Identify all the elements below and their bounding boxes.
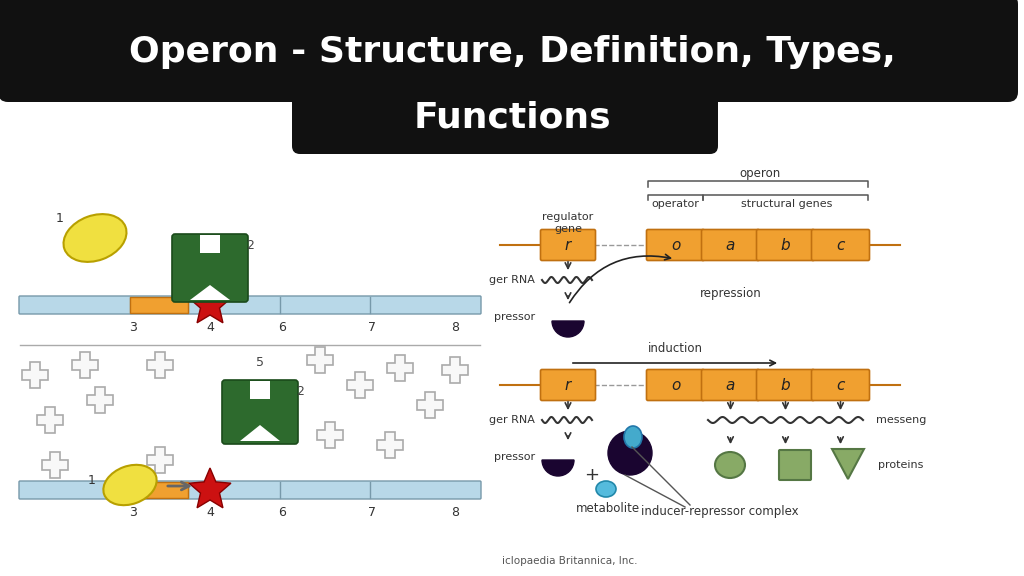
FancyBboxPatch shape [757, 229, 814, 260]
Text: a: a [726, 237, 735, 252]
FancyBboxPatch shape [811, 229, 869, 260]
FancyBboxPatch shape [646, 369, 705, 400]
Polygon shape [190, 285, 230, 300]
FancyBboxPatch shape [757, 369, 814, 400]
Text: Operon - Structure, Definition, Types,: Operon - Structure, Definition, Types, [129, 35, 895, 69]
Text: gene: gene [554, 224, 582, 234]
Polygon shape [42, 452, 68, 478]
Text: repression: repression [700, 286, 762, 300]
Text: o: o [671, 377, 680, 392]
Ellipse shape [624, 426, 642, 448]
FancyBboxPatch shape [172, 234, 248, 302]
Polygon shape [189, 283, 231, 323]
Text: 2: 2 [296, 385, 304, 398]
Text: c: c [837, 377, 845, 392]
Text: operon: operon [739, 166, 780, 180]
Text: 7: 7 [368, 506, 376, 519]
Wedge shape [552, 321, 584, 337]
Text: o: o [671, 237, 680, 252]
FancyBboxPatch shape [701, 229, 760, 260]
Text: r: r [565, 237, 571, 252]
Text: structural genes: structural genes [741, 199, 833, 209]
FancyBboxPatch shape [292, 70, 718, 154]
Text: c: c [837, 237, 845, 252]
Polygon shape [347, 372, 373, 398]
Circle shape [608, 431, 652, 475]
Text: 5: 5 [256, 356, 264, 369]
Text: pressor: pressor [494, 312, 535, 322]
Polygon shape [417, 392, 443, 418]
Text: 2: 2 [246, 239, 254, 252]
Text: pressor: pressor [494, 452, 535, 462]
FancyBboxPatch shape [0, 0, 1018, 102]
Text: ger RNA: ger RNA [489, 275, 535, 285]
Bar [130, 482, 188, 498]
Polygon shape [831, 449, 864, 479]
Ellipse shape [596, 481, 616, 497]
Text: b: b [780, 377, 791, 392]
Text: 6: 6 [279, 321, 286, 334]
Bar [200, 235, 220, 253]
Polygon shape [189, 468, 231, 508]
Polygon shape [377, 432, 403, 458]
Text: b: b [780, 237, 791, 252]
FancyBboxPatch shape [541, 369, 596, 400]
Text: iclopaedia Britannica, Inc.: iclopaedia Britannica, Inc. [502, 556, 638, 566]
Text: 7: 7 [368, 321, 376, 334]
Polygon shape [307, 347, 333, 373]
Text: ger RNA: ger RNA [489, 415, 535, 425]
Text: Functions: Functions [414, 101, 610, 135]
Text: r: r [565, 377, 571, 392]
Ellipse shape [103, 465, 157, 505]
FancyBboxPatch shape [779, 450, 811, 480]
Polygon shape [22, 362, 48, 388]
Polygon shape [240, 425, 280, 441]
Bar [130, 297, 188, 313]
Text: inducer-repressor complex: inducer-repressor complex [641, 505, 799, 517]
Text: a: a [726, 377, 735, 392]
Wedge shape [542, 460, 574, 476]
FancyBboxPatch shape [222, 380, 298, 444]
Polygon shape [387, 355, 413, 381]
FancyBboxPatch shape [19, 296, 481, 314]
Text: 1: 1 [56, 211, 63, 225]
Text: 3: 3 [129, 506, 137, 519]
Text: messeng: messeng [876, 415, 927, 425]
FancyBboxPatch shape [701, 369, 760, 400]
FancyBboxPatch shape [811, 369, 869, 400]
Text: proteins: proteins [878, 460, 924, 470]
Polygon shape [147, 447, 173, 473]
Text: 6: 6 [279, 506, 286, 519]
Text: 3: 3 [129, 321, 137, 334]
Bar [250, 381, 270, 399]
Text: +: + [585, 466, 599, 484]
Text: 8: 8 [451, 321, 459, 334]
Polygon shape [72, 352, 98, 378]
Polygon shape [87, 387, 113, 413]
Text: 4: 4 [206, 506, 214, 519]
Text: 1: 1 [88, 473, 96, 487]
Ellipse shape [63, 214, 127, 262]
Polygon shape [147, 352, 173, 378]
Polygon shape [442, 357, 468, 383]
Text: regulator: regulator [543, 212, 594, 222]
Text: operator: operator [651, 199, 699, 209]
Text: metabolite: metabolite [575, 502, 640, 516]
Polygon shape [317, 422, 343, 448]
Text: 8: 8 [451, 506, 459, 519]
FancyBboxPatch shape [19, 481, 481, 499]
FancyBboxPatch shape [646, 229, 705, 260]
Ellipse shape [715, 452, 745, 478]
Text: 4: 4 [206, 321, 214, 334]
Polygon shape [37, 407, 63, 433]
FancyBboxPatch shape [541, 229, 596, 260]
Text: induction: induction [647, 342, 702, 355]
